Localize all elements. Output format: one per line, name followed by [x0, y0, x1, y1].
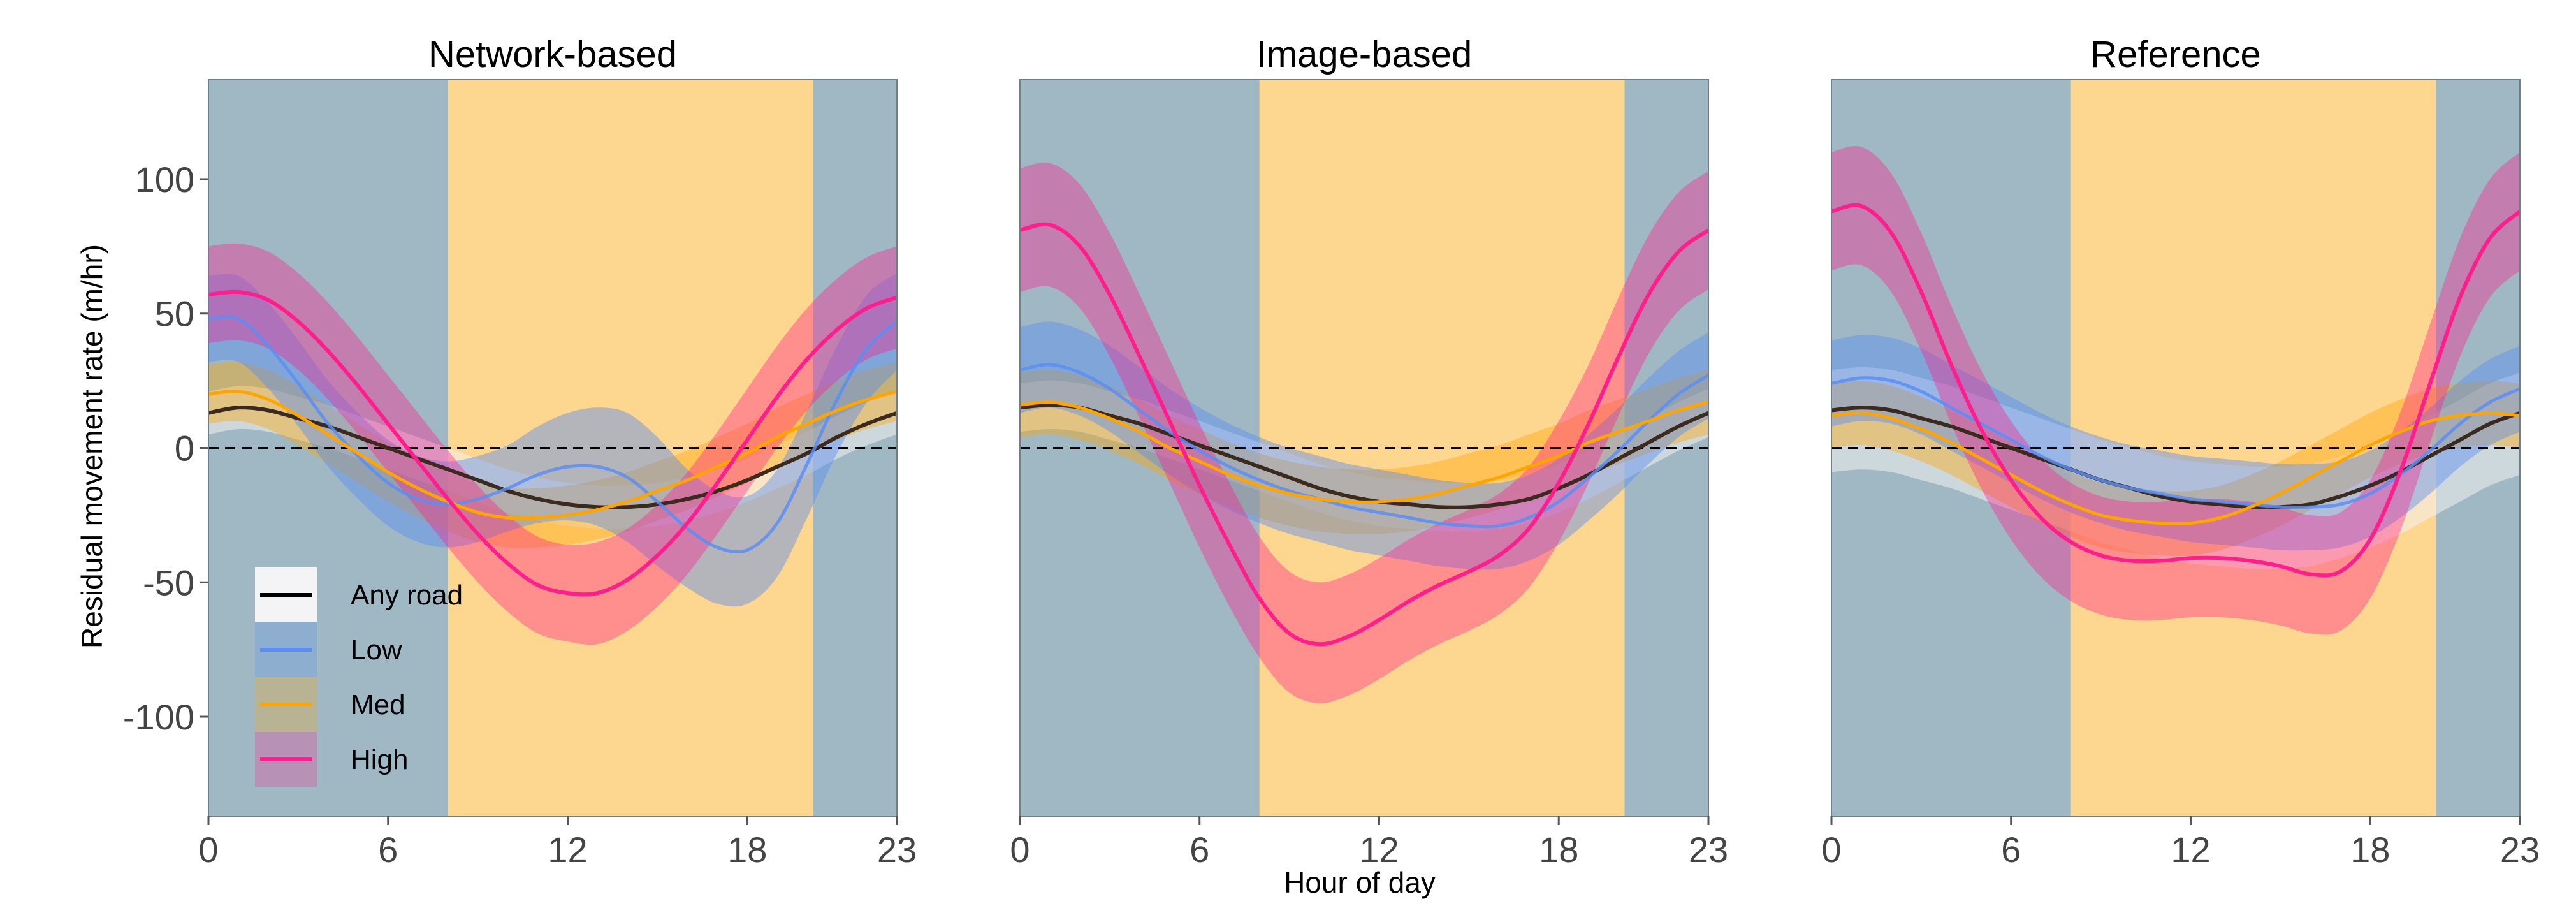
x-tick-label: 6 [2001, 830, 2021, 870]
low-series-line [208, 315, 897, 554]
med-series-line [1020, 400, 1708, 504]
high-series-line [1020, 222, 1708, 647]
panels: Network-based 0 6 12 18 23 100 50 0 -50 -100 Image-… [123, 34, 2540, 870]
x-tick-label: 12 [548, 830, 587, 870]
panel-title: Image-based [1256, 34, 1473, 75]
y-tick-label: 100 [135, 159, 194, 200]
low-confidence-band [1020, 321, 1708, 570]
med-series-line [208, 390, 897, 520]
low-confidence-band [208, 273, 897, 607]
any-road-series-line [208, 406, 897, 509]
x-tick-label: 18 [1539, 830, 1578, 870]
panel-3: Reference 0 6 12 18 23 [1821, 34, 2540, 870]
y-tick-label: -100 [123, 697, 194, 737]
x-tick-label: 18 [727, 830, 767, 870]
high-confidence-band [1831, 145, 2520, 635]
low-confidence-band [1831, 335, 2520, 551]
high-series-line [208, 289, 897, 597]
panel-1: Network-based 0 6 12 18 23 100 50 0 -50 -100 [123, 34, 917, 870]
y-tick-label: -50 [143, 562, 194, 603]
med-series-line [1831, 411, 2520, 525]
x-tick-label: 12 [1359, 830, 1399, 870]
high-confidence-band [1020, 162, 1708, 704]
high-series-line [1831, 203, 2520, 578]
legend-label-low: Low [351, 634, 402, 666]
plot-area [1020, 162, 1708, 704]
legend-label-any-road: Any road [351, 580, 463, 611]
plot-area [208, 243, 897, 645]
med-confidence-band [1831, 381, 2520, 556]
legend: Any road Low Med High [255, 567, 463, 787]
x-tick-label: 23 [877, 830, 917, 870]
high-confidence-band [208, 243, 897, 645]
y-tick-label: 0 [175, 428, 194, 469]
x-tick-label: 23 [1689, 830, 1728, 870]
low-series-line [1831, 376, 2520, 509]
any-road-confidence-band [1020, 381, 1708, 532]
x-tick-label: 12 [2171, 830, 2210, 870]
x-axis-label: Hour of day [1284, 866, 1436, 899]
x-tick-label: 0 [1010, 830, 1030, 870]
plot-area [1831, 145, 2520, 635]
x-tick-label: 23 [2500, 830, 2540, 870]
panel-title: Network-based [428, 34, 677, 75]
any-road-confidence-band [1831, 367, 2520, 569]
plot-frame [1019, 79, 1709, 817]
any-road-confidence-band [208, 386, 897, 529]
panel-2: Image-based 0 6 12 18 23 [1010, 34, 1728, 870]
med-confidence-band [208, 362, 897, 548]
legend-label-med: Med [351, 689, 405, 721]
y-tick-label: 50 [155, 294, 194, 334]
y-axis-label: Residual movement rate (m/hr) [75, 244, 108, 648]
x-tick-label: 18 [2350, 830, 2390, 870]
legend-label-high: High [351, 744, 409, 775]
x-tick-label: 6 [378, 830, 398, 870]
med-confidence-band [1020, 370, 1708, 534]
plot-frame [1831, 79, 2521, 817]
low-series-line [1020, 363, 1708, 529]
x-tick-label: 6 [1190, 830, 1209, 870]
x-tick-label: 0 [1821, 830, 1841, 870]
panel-title: Reference [2090, 34, 2261, 75]
x-tick-label: 0 [198, 830, 218, 870]
